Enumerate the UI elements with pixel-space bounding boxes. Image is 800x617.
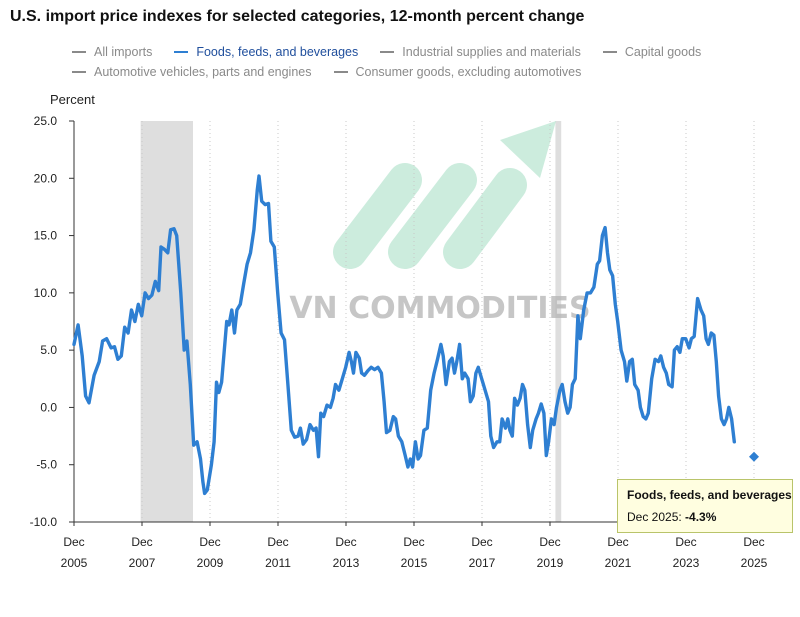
legend-swatch [72, 51, 86, 53]
legend-label: Industrial supplies and materials [402, 45, 581, 59]
legend-item[interactable]: Consumer goods, excluding automotives [333, 65, 582, 79]
x-tick-label-year: 2009 [197, 556, 224, 570]
x-tick-label-month: Dec [131, 535, 152, 549]
legend-item[interactable]: Capital goods [602, 45, 702, 59]
x-tick-label-month: Dec [267, 535, 288, 549]
legend-item[interactable]: All imports [72, 45, 152, 59]
tooltip-date: Dec 2025: [627, 510, 682, 524]
tooltip: Foods, feeds, and beverages Dec 2025: -4… [617, 479, 793, 533]
x-tick-label-year: 2021 [605, 556, 632, 570]
x-tick-label-year: 2025 [741, 556, 768, 570]
legend-swatch [72, 71, 86, 73]
x-tick-label-month: Dec [335, 535, 356, 549]
x-tick-label-year: 2013 [333, 556, 360, 570]
x-tick-label-year: 2011 [265, 556, 291, 570]
x-tick-label-month: Dec [539, 535, 560, 549]
legend-item[interactable]: Foods, feeds, and beverages [174, 45, 358, 59]
legend-item[interactable]: Automotive vehicles, parts and engines [72, 65, 312, 79]
recession-band [555, 121, 562, 522]
recession-band [140, 121, 193, 522]
legend-label: All imports [94, 45, 153, 59]
legend-label: Foods, feeds, and beverages [196, 45, 359, 59]
x-tick-label-month: Dec [403, 535, 424, 549]
watermark-arrow-head [500, 121, 556, 178]
legend-row: All imports Foods, feeds, and beverages In… [72, 42, 792, 62]
x-tick-label-month: Dec [63, 535, 84, 549]
tooltip-series-name: Foods, feeds, and beverages [627, 488, 792, 502]
x-tick-label-year: 2015 [401, 556, 428, 570]
y-tick-label: 0.0 [40, 400, 57, 414]
legend-label: Consumer goods, excluding automotives [355, 65, 582, 79]
legend-swatch [602, 51, 617, 53]
watermark-logo [333, 121, 556, 269]
x-tick-label-month: Dec [471, 535, 492, 549]
x-tick-label-month: Dec [675, 535, 696, 549]
tooltip-line: Dec 2025: -4.3% [627, 510, 783, 524]
highlighted-point [749, 451, 759, 462]
watermark-bar [388, 163, 477, 269]
series-line-foods-feeds-beverages [72, 174, 736, 496]
legend-item[interactable]: Industrial supplies and materials [380, 45, 581, 59]
tooltip-value: -4.3% [685, 510, 717, 524]
y-tick-label: -5.0 [36, 458, 57, 472]
watermark-bar [443, 168, 527, 269]
x-tick-label-year: 2017 [469, 556, 496, 570]
legend-label: Automotive vehicles, parts and engines [94, 65, 312, 79]
legend-swatch [333, 71, 348, 73]
legend-swatch [380, 51, 395, 53]
x-tick-label-month: Dec [199, 535, 220, 549]
legend-label: Capital goods [624, 45, 702, 59]
x-tick-label-month: Dec [743, 535, 764, 549]
y-tick-label: -10.0 [30, 515, 58, 529]
y-axis-label: Percent [50, 92, 95, 107]
x-tick-label-month: Dec [607, 535, 628, 549]
watermark-text: VN COMMODITIES [289, 291, 590, 326]
x-tick-label-year: 2005 [61, 556, 88, 570]
chart-title: U.S. import price indexes for selected c… [10, 8, 585, 25]
legend-swatch [174, 51, 189, 53]
y-tick-label: 20.0 [34, 171, 58, 185]
x-tick-label-year: 2023 [673, 556, 700, 570]
x-tick-label-year: 2007 [129, 556, 156, 570]
y-tick-label: 5.0 [40, 343, 57, 357]
legend: All imports Foods, feeds, and beverages In… [72, 42, 792, 82]
legend-row: Automotive vehicles, parts and engines Co… [72, 62, 792, 82]
watermark-bar [333, 163, 422, 269]
y-tick-label: 15.0 [34, 229, 58, 243]
x-tick-label-year: 2019 [537, 556, 564, 570]
y-tick-label: 25.0 [34, 114, 58, 128]
y-tick-label: 10.0 [34, 286, 58, 300]
